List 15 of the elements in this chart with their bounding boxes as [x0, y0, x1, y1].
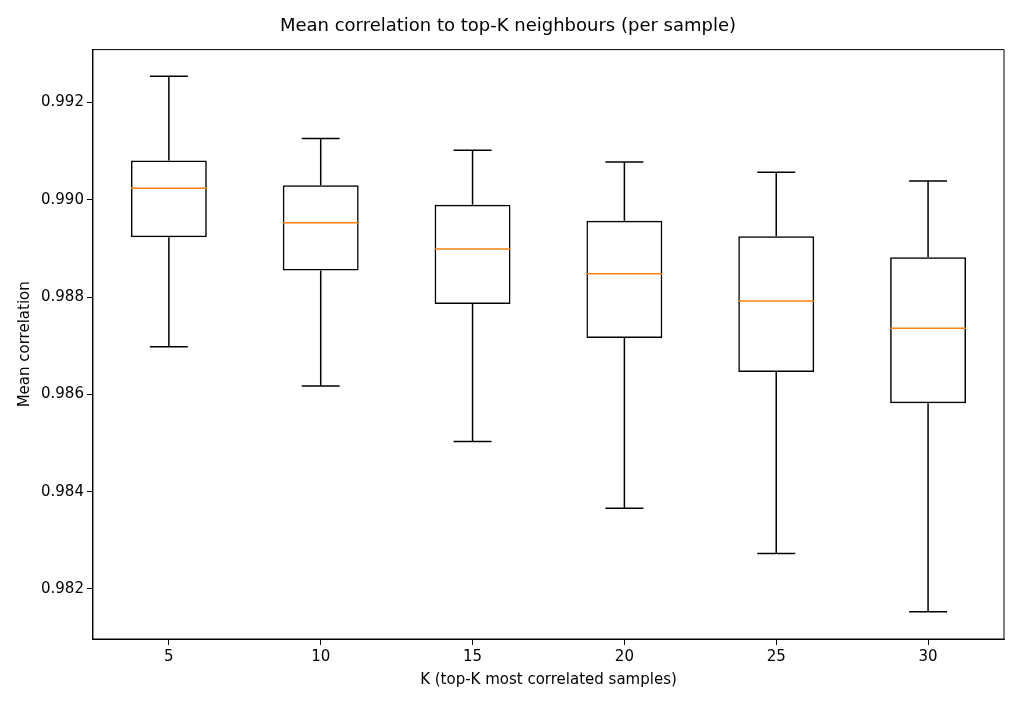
x-axis-title: K (top-K most correlated samples): [420, 669, 677, 688]
chart-title: Mean correlation to top-K neighbours (per sample): [279, 14, 737, 36]
y-tick-label: 0.982: [40, 578, 84, 597]
x-tick-label: 15: [463, 646, 483, 665]
x-tick-label: 25: [766, 646, 786, 665]
x-tick-label: 10: [311, 646, 331, 665]
x-tick-label: 30: [918, 646, 938, 665]
x-tick-label: 5: [164, 646, 174, 665]
y-tick-label: 0.988: [40, 287, 84, 306]
y-tick-label: 0.986: [40, 384, 84, 403]
y-axis-title: Mean correlation: [14, 281, 33, 408]
y-tick-label: 0.984: [40, 481, 84, 500]
y-tick-label: 0.992: [40, 92, 84, 111]
x-tick-label: 20: [614, 646, 634, 665]
y-tick-label: 0.990: [40, 189, 84, 208]
